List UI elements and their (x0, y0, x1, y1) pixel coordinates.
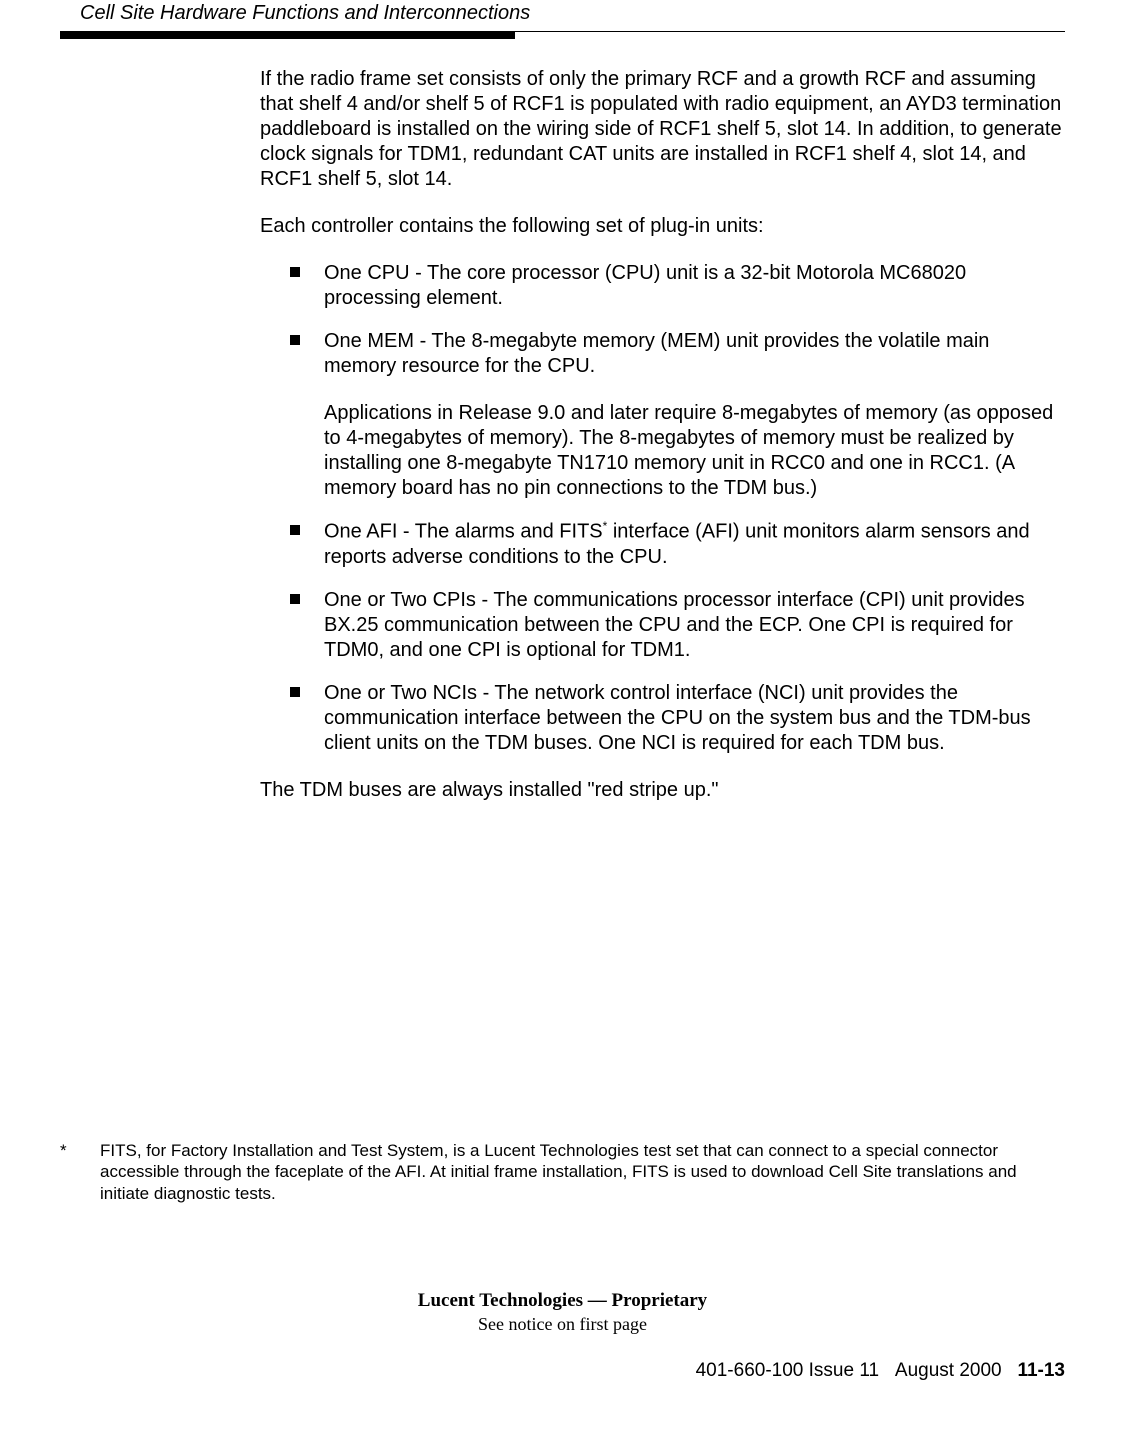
list-item: One MEM - The 8-megabyte memory (MEM) un… (290, 329, 1065, 501)
list-item: One AFI - The alarms and FITS* interface… (290, 519, 1065, 570)
bullet-list: One CPU - The core processor (CPU) unit … (260, 261, 1065, 756)
doc-date: August 2000 (895, 1360, 1002, 1381)
list-item-text: One CPU - The core processor (CPU) unit … (324, 262, 966, 309)
proprietary-notice: Lucent Technologies — Proprietary (0, 1290, 1125, 1312)
list-item: One or Two CPIs - The communications pro… (290, 588, 1065, 663)
list-item-text: One or Two NCIs - The network control in… (324, 682, 1031, 754)
footnote-text: FITS, for Factory Installation and Test … (100, 1140, 1065, 1204)
list-item: One or Two NCIs - The network control in… (290, 681, 1065, 756)
list-item-subtext: Applications in Release 9.0 and later re… (324, 401, 1065, 501)
running-header: Cell Site Hardware Functions and Interco… (60, 0, 1065, 31)
page-footer: Lucent Technologies — Proprietary See no… (0, 1290, 1125, 1335)
footnote-marker: * (60, 1140, 100, 1204)
footnote: * FITS, for Factory Installation and Tes… (60, 1140, 1065, 1204)
page-number: 11-13 (1017, 1360, 1065, 1381)
list-item: One CPU - The core processor (CPU) unit … (290, 261, 1065, 311)
notice-line: See notice on first page (0, 1314, 1125, 1335)
list-item-text: One MEM - The 8-megabyte memory (MEM) un… (324, 330, 989, 377)
page-number-line: 401-660-100 Issue 11 August 2000 11-13 (696, 1360, 1065, 1382)
header-rule (60, 31, 1065, 39)
body-content: If the radio frame set consists of only … (260, 67, 1065, 803)
paragraph: The TDM buses are always installed "red … (260, 778, 1065, 803)
paragraph: Each controller contains the following s… (260, 214, 1065, 239)
list-item-text: One or Two CPIs - The communications pro… (324, 589, 1025, 661)
doc-id: 401-660-100 Issue 11 (696, 1360, 879, 1381)
list-item-text-pre: One AFI - The alarms and FITS (324, 521, 603, 543)
paragraph: If the radio frame set consists of only … (260, 67, 1065, 192)
